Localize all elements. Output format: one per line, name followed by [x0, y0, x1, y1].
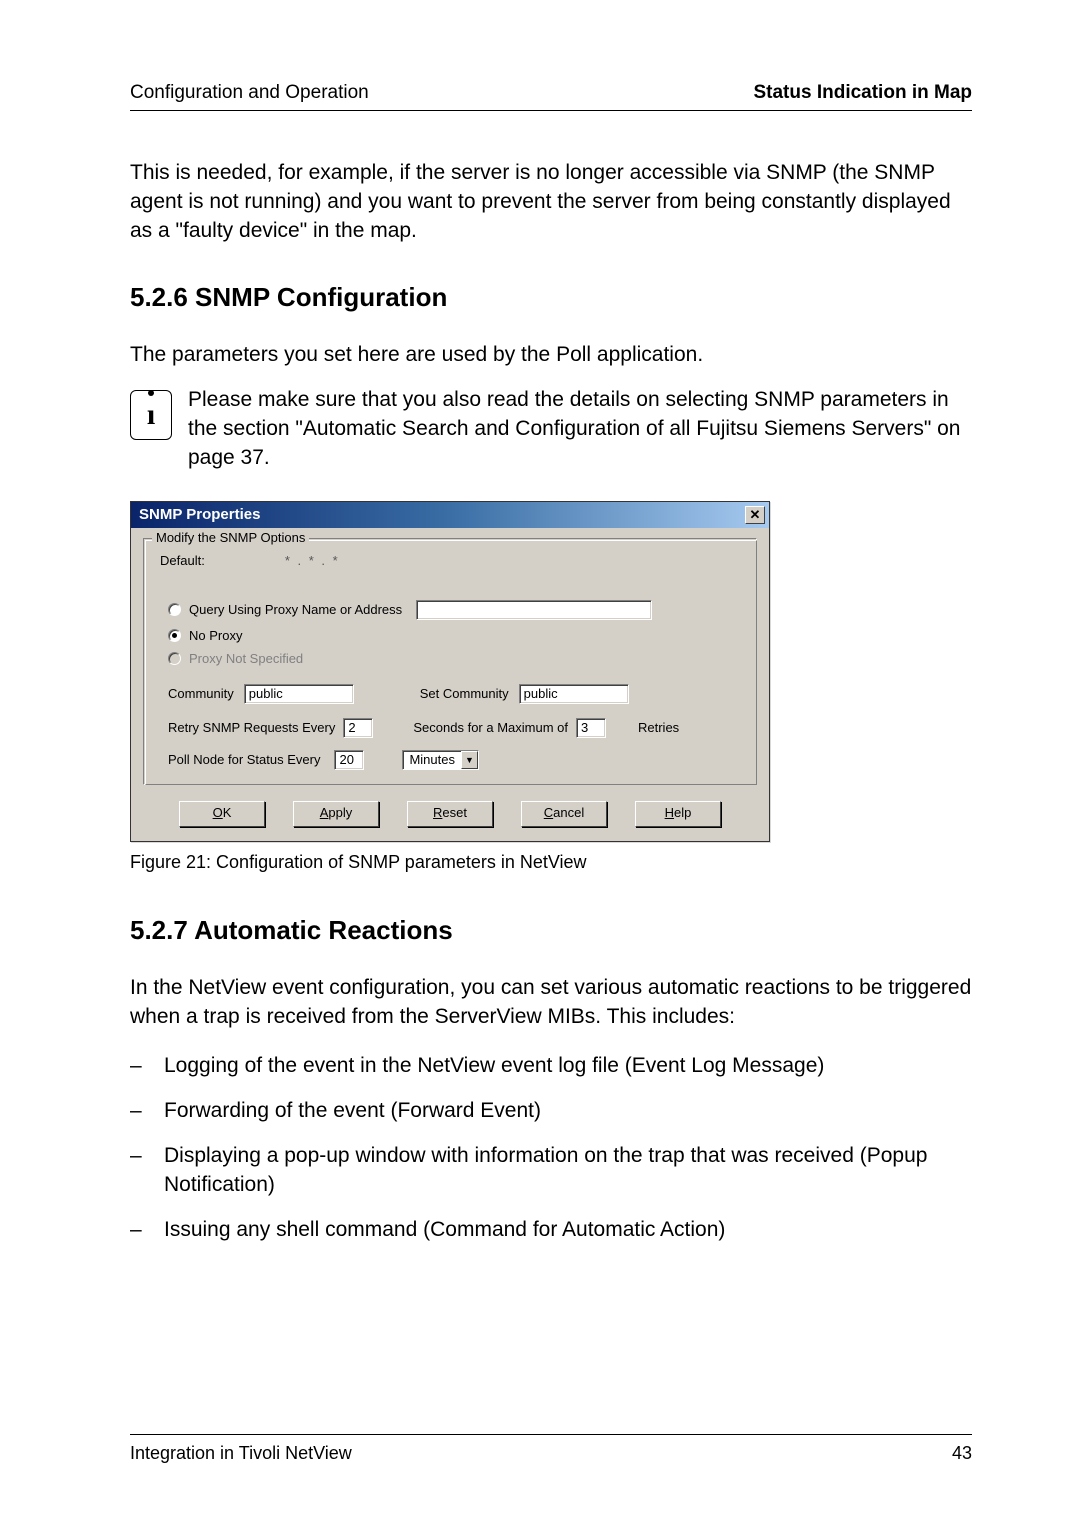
set-community-input[interactable]: public [519, 684, 629, 704]
radio-proxy-label: Query Using Proxy Name or Address [189, 602, 402, 617]
help-button[interactable]: Help [635, 801, 721, 827]
radio-noproxy-label: No Proxy [189, 628, 242, 643]
poll-label: Poll Node for Status Every [168, 752, 320, 767]
minutes-dropdown[interactable]: Minutes ▼ [402, 750, 479, 770]
list-item: – Logging of the event in the NetView ev… [130, 1052, 972, 1081]
set-community-label: Set Community [420, 686, 509, 701]
page-header: Configuration and Operation Status Indic… [130, 82, 972, 111]
radio-proxy[interactable] [168, 603, 181, 616]
default-value: * . * . * [285, 553, 340, 568]
intro-paragraph: This is needed, for example, if the serv… [130, 159, 972, 246]
cancel-button[interactable]: Cancel [521, 801, 607, 827]
radio-noproxy-row[interactable]: No Proxy [158, 628, 742, 643]
bullet-text: Issuing any shell command (Command for A… [164, 1216, 725, 1245]
retry-label: Retry SNMP Requests Every [168, 720, 335, 735]
radio-noproxy[interactable] [168, 629, 181, 642]
figure-caption: Figure 21: Configuration of SNMP paramet… [130, 852, 972, 873]
reset-button[interactable]: Reset [407, 801, 493, 827]
list-item: – Displaying a pop-up window with inform… [130, 1142, 972, 1200]
retry-input[interactable]: 2 [343, 718, 373, 738]
dialog-button-row: OK Apply Reset Cancel Help [143, 797, 757, 829]
radio-notspec-row: Proxy Not Specified [158, 651, 742, 666]
ok-button[interactable]: OK [179, 801, 265, 827]
section-526-heading: 5.2.6 SNMP Configuration [130, 282, 972, 313]
proxy-address-input[interactable] [416, 600, 652, 620]
radio-proxy-row[interactable]: Query Using Proxy Name or Address [158, 600, 742, 620]
retry-row: Retry SNMP Requests Every 2 Seconds for … [158, 718, 742, 738]
default-row: Default: * . * . * [158, 553, 742, 568]
community-input[interactable]: public [244, 684, 354, 704]
snmp-properties-dialog: SNMP Properties ✕ Modify the SNMP Option… [130, 501, 770, 842]
info-note: ı Please make sure that you also read th… [130, 386, 972, 473]
bullet-text: Displaying a pop-up window with informat… [164, 1142, 972, 1200]
section-526-para: The parameters you set here are used by … [130, 341, 972, 370]
bullet-text: Logging of the event in the NetView even… [164, 1052, 824, 1081]
bullet-list: – Logging of the event in the NetView ev… [130, 1052, 972, 1245]
footer-page-number: 43 [952, 1443, 972, 1464]
close-icon[interactable]: ✕ [745, 506, 765, 524]
dialog-titlebar: SNMP Properties ✕ [131, 502, 769, 528]
dialog-title: SNMP Properties [139, 506, 260, 523]
retries-label: Retries [638, 720, 679, 735]
seconds-input[interactable]: 3 [576, 718, 606, 738]
community-row: Community public Set Community public [158, 684, 742, 704]
list-item: – Issuing any shell command (Command for… [130, 1216, 972, 1245]
poll-row: Poll Node for Status Every 20 Minutes ▼ [158, 750, 742, 770]
modify-snmp-groupbox: Modify the SNMP Options Default: * . * .… [143, 538, 757, 785]
default-label: Default: [160, 553, 205, 568]
section-527-heading: 5.2.7 Automatic Reactions [130, 915, 972, 946]
header-right: Status Indication in Map [753, 82, 972, 104]
community-label: Community [168, 686, 234, 701]
groupbox-label: Modify the SNMP Options [152, 530, 309, 545]
chevron-down-icon[interactable]: ▼ [461, 751, 478, 769]
apply-button[interactable]: Apply [293, 801, 379, 827]
bullet-text: Forwarding of the event (Forward Event) [164, 1097, 541, 1126]
page-footer: Integration in Tivoli NetView 43 [130, 1434, 972, 1464]
footer-left: Integration in Tivoli NetView [130, 1443, 352, 1464]
list-item: – Forwarding of the event (Forward Event… [130, 1097, 972, 1126]
radio-notspec-label: Proxy Not Specified [189, 651, 303, 666]
section-527-para: In the NetView event configuration, you … [130, 974, 972, 1032]
radio-notspec [168, 652, 181, 665]
info-icon: ı [130, 390, 172, 440]
header-left: Configuration and Operation [130, 82, 369, 104]
poll-input[interactable]: 20 [334, 750, 364, 770]
seconds-label: Seconds for a Maximum of [413, 720, 568, 735]
info-note-text: Please make sure that you also read the … [188, 386, 972, 473]
minutes-label: Minutes [403, 752, 461, 767]
